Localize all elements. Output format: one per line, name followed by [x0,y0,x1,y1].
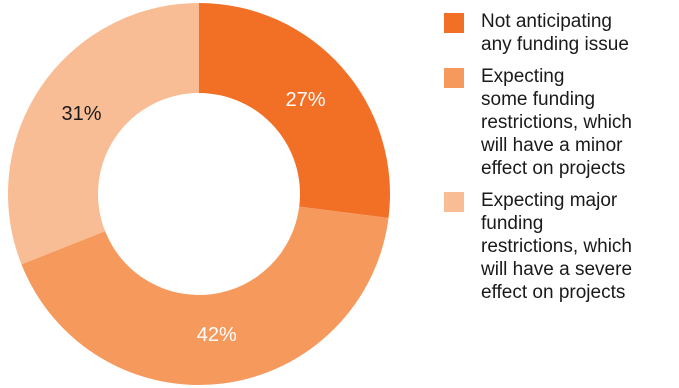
slice-label-minor-restrictions: 42% [197,324,237,346]
legend-label-line: restrictions, which [481,112,632,133]
legend-label-line: will have a minor [481,135,623,156]
legend-label-line: Not anticipating [481,11,612,32]
legend-label-line: will have a severe [481,259,633,280]
slice-minor-restrictions [21,206,389,385]
legend-item-minor-restrictions: Expecting some funding restrictions, which… [444,65,679,180]
donut-chart: 27% 42% 31% [7,3,390,385]
legend-label-line: restrictions, which [481,236,632,257]
chart-legend: Not anticipating any funding issue Expecti… [444,10,679,304]
legend-label-line: funding [481,213,544,234]
donut-slices [7,3,390,385]
legend-label-line: Expecting [481,66,565,87]
slice-major-restrictions [7,3,200,265]
legend-item-major-restrictions: Expecting major funding restrictions, whic… [444,189,679,304]
donut-slice-labels: 27% 42% 31% [62,89,326,346]
slice-label-not-anticipating: 27% [286,89,326,111]
legend-swatch-minor-restrictions [444,68,464,88]
legend-label-line: any funding issue [481,34,629,55]
legend-label-line: some funding [481,89,596,110]
legend-label-line: Expecting major [481,190,618,211]
legend-swatch-major-restrictions [444,192,464,212]
slice-label-major-restrictions: 31% [62,103,102,125]
legend-label-line: effect on projects [481,282,626,303]
legend-item-not-anticipating: Not anticipating any funding issue [444,10,679,56]
slice-not-anticipating [199,3,390,218]
legend-swatch-not-anticipating [444,13,464,33]
legend-label-line: effect on projects [481,158,626,179]
